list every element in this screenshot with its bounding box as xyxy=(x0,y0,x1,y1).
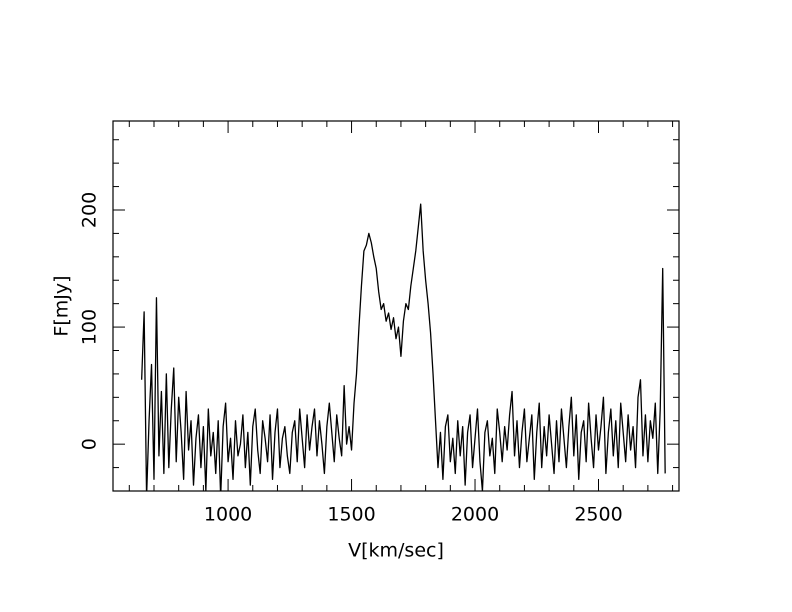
x-tick-label: 2500 xyxy=(574,504,622,526)
spectrum-line xyxy=(141,203,666,491)
y-axis-label: F[mJy] xyxy=(51,275,73,336)
y-tick-label: 200 xyxy=(79,192,101,228)
x-tick-label: 1000 xyxy=(204,504,252,526)
x-tick-label: 2000 xyxy=(451,504,499,526)
x-tick-label: 1500 xyxy=(327,504,375,526)
y-tick-label: 0 xyxy=(79,438,101,450)
x-axis-label: V[km/sec] xyxy=(348,540,444,562)
y-tick-label: 100 xyxy=(79,309,101,345)
plot-frame xyxy=(112,120,680,492)
